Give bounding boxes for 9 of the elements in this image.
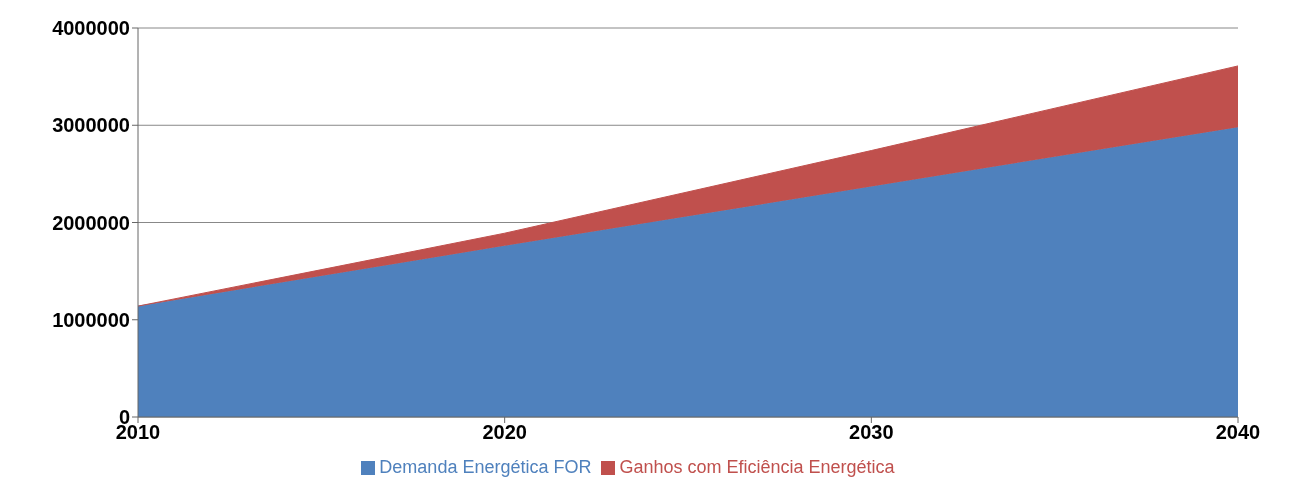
legend-label: Ganhos com Eficiência Energética bbox=[619, 457, 895, 477]
legend-label: Demanda Energética FOR bbox=[379, 457, 592, 477]
x-tick-label: 2030 bbox=[849, 421, 894, 444]
x-tick-label: 2040 bbox=[1215, 421, 1261, 444]
x-tick-label: 2020 bbox=[482, 421, 527, 444]
y-tick-label: 3000000 bbox=[52, 114, 130, 137]
y-tick-label: 4000000 bbox=[52, 17, 130, 40]
y-tick-label: 2000000 bbox=[52, 211, 130, 234]
y-tick-label: 1000000 bbox=[52, 308, 130, 331]
